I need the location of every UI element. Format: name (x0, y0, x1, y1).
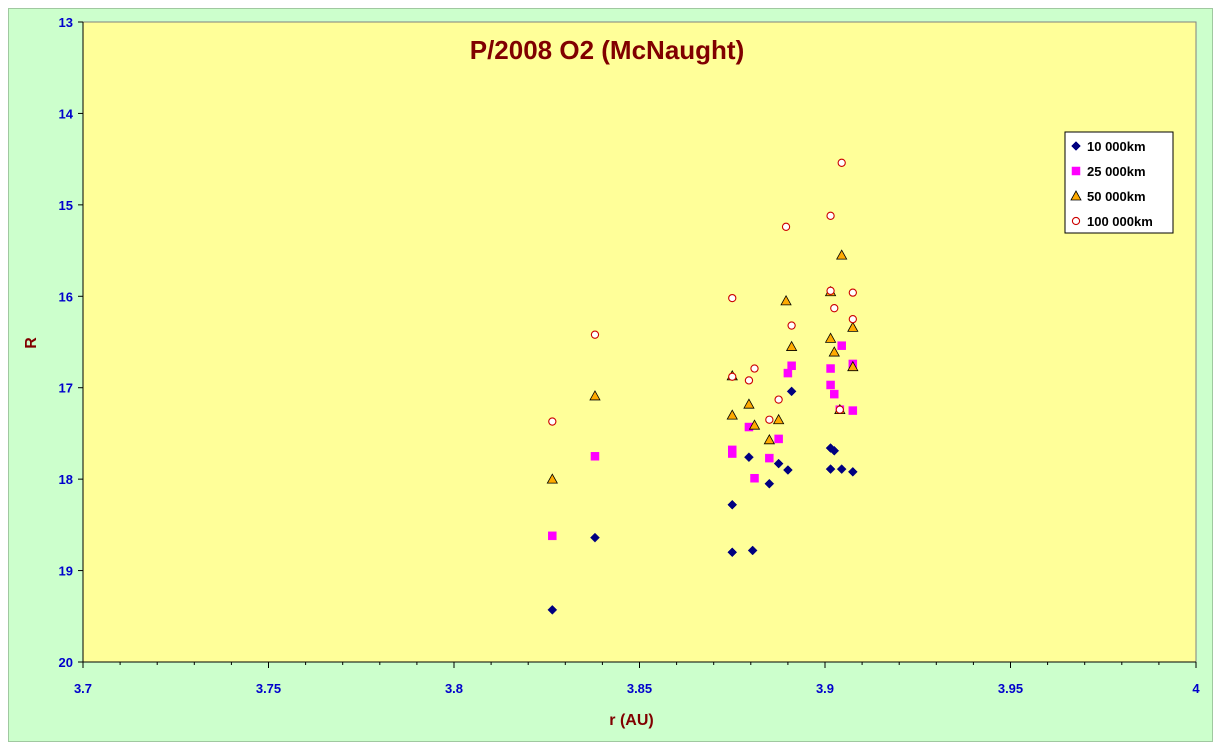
point-25000km (590, 452, 600, 461)
point-25000km (750, 473, 759, 483)
point-100000km (744, 376, 754, 385)
point-50000km (589, 390, 601, 401)
point-100000km (728, 293, 737, 303)
point-25000km (826, 364, 835, 373)
point-25000km (728, 449, 737, 458)
point-50000km (847, 360, 859, 372)
y-tick-label: 18 (59, 472, 73, 487)
point-10000km (786, 386, 797, 397)
legend-label: 10 000km (1087, 139, 1146, 154)
point-50000km (785, 340, 798, 351)
y-tick-label: 14 (59, 106, 74, 121)
data-points (546, 158, 859, 615)
point-10000km (590, 532, 600, 543)
y-tick-label: 19 (59, 564, 73, 579)
point-50000km (748, 419, 761, 430)
point-100000km (590, 330, 600, 339)
x-tick-label: 3.95 (998, 681, 1023, 696)
point-50000km (546, 473, 558, 484)
chart-title: P/2008 O2 (McNaught) (470, 35, 745, 65)
legend-marker-25000km (1071, 166, 1081, 176)
point-10000km (727, 499, 738, 510)
legend-label: 25 000km (1087, 164, 1146, 179)
legend: 10 000km 25 000km 50 000km 100 000km (1064, 131, 1174, 234)
x-tick-label: 3.9 (816, 681, 834, 696)
point-50000km (828, 346, 840, 357)
y-tick-label: 13 (59, 15, 73, 30)
x-tick-label: 3.8 (445, 681, 463, 696)
chart-area: 13 14 15 16 17 18 19 20 3.7 3.75 3.8 3.85 3.9 3.95 4 P… (8, 8, 1213, 742)
point-50000km (763, 434, 776, 445)
point-25000km (548, 531, 557, 541)
plot-area (82, 21, 1197, 663)
y-tick-label: 15 (59, 198, 73, 213)
point-50000km (743, 398, 755, 409)
point-25000km (787, 361, 796, 371)
point-25000km (774, 434, 783, 444)
point-10000km (747, 545, 758, 556)
legend-label: 50 000km (1087, 189, 1146, 204)
point-50000km (836, 249, 848, 260)
point-100000km (728, 372, 737, 381)
point-25000km (848, 406, 858, 415)
x-axis-title: r (AU) (609, 712, 653, 729)
point-10000km (764, 478, 775, 489)
point-100000km (548, 417, 557, 426)
point-100000km (848, 314, 857, 324)
y-tick-label: 16 (59, 289, 73, 304)
axes: 13 14 15 16 17 18 19 203.7 3.75 3.8 3.85 3.9 3.95 4 (59, 15, 1201, 696)
point-100000km (830, 304, 839, 313)
point-100000km (826, 211, 835, 220)
y-axis-title: R (23, 337, 40, 349)
point-100000km (774, 395, 783, 404)
point-25000km (837, 341, 846, 350)
point-10000km (773, 458, 784, 469)
point-50000km (772, 413, 785, 425)
legend-box (1064, 131, 1174, 234)
point-100000km (848, 288, 857, 297)
point-50000km (847, 321, 859, 332)
point-10000km (744, 452, 754, 463)
point-100000km (837, 158, 846, 167)
point-100000km (765, 415, 774, 424)
point-100000km (750, 364, 759, 373)
point-100000km (826, 286, 835, 295)
point-10000km (847, 466, 858, 477)
x-tick-label: 3.85 (627, 681, 652, 696)
point-100000km (835, 405, 844, 414)
point-10000km (547, 605, 558, 615)
x-tick-label: 4 (1192, 681, 1200, 696)
y-tick-label: 20 (59, 655, 73, 670)
scatter-chart: 13 14 15 16 17 18 19 203.7 3.75 3.8 3.85 3.9 3.95 4 P… (23, 15, 1201, 729)
point-25000km (830, 389, 839, 399)
point-100000km (787, 321, 796, 330)
x-tick-label: 3.75 (256, 681, 281, 696)
point-50000km (780, 295, 792, 306)
point-10000km (829, 445, 840, 456)
legend-label: 100 000km (1087, 214, 1153, 229)
x-tick-label: 3.7 (74, 681, 92, 696)
y-tick-label: 17 (59, 381, 73, 396)
point-100000km (781, 222, 791, 231)
point-10000km (836, 464, 847, 474)
point-25000km (826, 380, 835, 390)
point-10000km (825, 464, 836, 474)
point-10000km (727, 547, 738, 558)
point-50000km (726, 409, 738, 420)
point-25000km (765, 453, 774, 463)
legend-marker-50000km (1070, 190, 1082, 201)
legend-marker-100000km (1071, 216, 1081, 226)
point-25000km (783, 368, 793, 378)
point-10000km (783, 465, 793, 475)
point-50000km (824, 332, 837, 343)
legend-marker-10000km (1071, 141, 1081, 151)
